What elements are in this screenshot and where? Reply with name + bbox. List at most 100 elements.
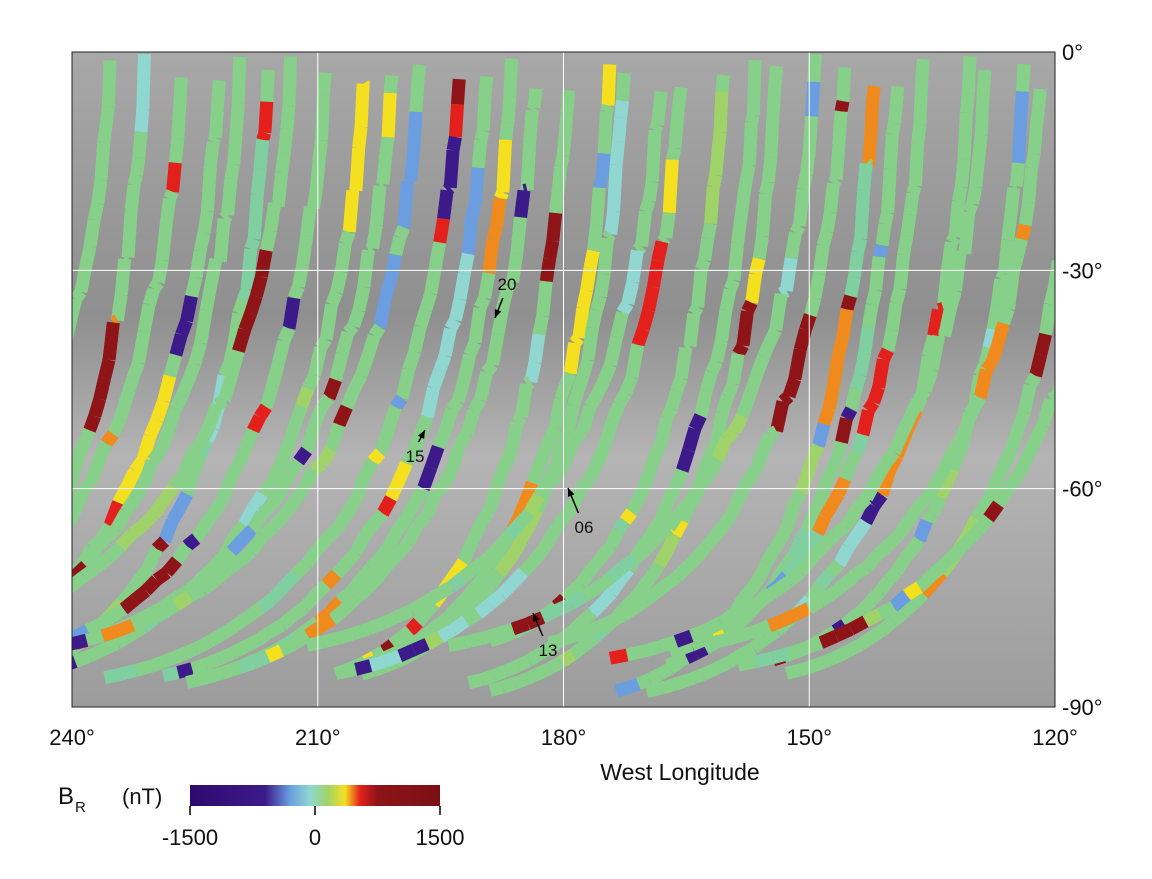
track-segment (424, 265, 442, 295)
track-segment (889, 590, 911, 612)
track-segment (795, 527, 812, 544)
track-segment (237, 525, 258, 545)
track-segment (834, 99, 850, 113)
track-segment (172, 591, 194, 611)
track-segment (376, 495, 397, 517)
track-segment (1024, 372, 1042, 389)
track-segment (1, 626, 14, 635)
track-segment (224, 163, 241, 181)
track-segment (446, 572, 468, 593)
track-segment (29, 416, 37, 439)
track-segment (142, 287, 161, 307)
track-segment (116, 588, 136, 608)
track-segment (849, 373, 867, 391)
track-segment (607, 164, 623, 212)
track-segment (367, 448, 386, 466)
track-segment (224, 556, 244, 575)
track-segment (775, 522, 794, 542)
track-segment (413, 608, 432, 627)
track-segment (3, 461, 12, 480)
track-segment (876, 600, 897, 620)
track-segment (482, 238, 500, 274)
track-segment (495, 459, 513, 477)
track-segment (39, 533, 46, 549)
track-segment (646, 668, 663, 686)
track-segment (151, 259, 169, 284)
track-segment (1022, 167, 1039, 204)
track-segment (797, 660, 815, 677)
track-segment (659, 678, 678, 695)
track-segment (339, 593, 361, 615)
track-segment (36, 552, 46, 563)
track-segment (526, 465, 545, 486)
track-segment (334, 242, 352, 273)
track-segment (900, 213, 917, 237)
track-segment (343, 321, 359, 337)
track-segment (107, 416, 127, 437)
track-segment (978, 490, 998, 511)
track-segment (660, 405, 678, 422)
track-segment (869, 256, 886, 291)
track-segment (405, 617, 423, 636)
track-segment (121, 251, 131, 265)
track-segment (158, 518, 179, 544)
track-segment (457, 353, 477, 382)
track-segment (496, 139, 513, 193)
track-segment (275, 151, 291, 174)
track-segment (600, 103, 615, 114)
track-segment (12, 677, 24, 682)
track-segment (669, 468, 689, 491)
track-segment (719, 618, 737, 636)
track-segment (912, 386, 931, 405)
track-segment (432, 428, 452, 450)
track-segment (807, 442, 825, 460)
track-segment (166, 504, 186, 524)
track-segment (706, 173, 723, 188)
track-segment (188, 341, 208, 366)
track-segment (804, 582, 825, 604)
track-segment (204, 141, 220, 166)
x-tick-label: 180° (541, 725, 587, 750)
track-segment (490, 197, 507, 229)
track-segment (632, 484, 651, 503)
track-segment (147, 447, 166, 466)
track-segment (962, 200, 979, 215)
track-segment (226, 535, 248, 556)
track-segment (361, 333, 381, 358)
track-segment (575, 569, 595, 588)
track-segment (875, 468, 896, 497)
track-segment (465, 203, 482, 217)
track-segment (578, 607, 597, 626)
track-segment (27, 613, 39, 621)
track-segment (395, 604, 415, 623)
track-segment (739, 624, 758, 642)
track-segment (1071, 145, 1074, 160)
track-segment (877, 347, 894, 363)
track-segment (843, 530, 863, 551)
track-segment (383, 649, 402, 668)
track-segment (102, 524, 121, 543)
track-segment (532, 314, 550, 336)
track-segment (672, 562, 692, 582)
track-segment (216, 475, 237, 503)
track-segment (695, 258, 711, 272)
track-segment (477, 580, 497, 599)
track-segment (641, 532, 663, 554)
track-segment (464, 529, 483, 549)
track-segment (725, 629, 744, 646)
track-segment (197, 210, 214, 235)
track-segment (299, 590, 321, 612)
track-segment (614, 99, 630, 119)
track-segment (204, 257, 223, 285)
track-segment (756, 432, 776, 455)
track-segment (749, 633, 770, 654)
track-segment (851, 237, 868, 254)
track-segment (335, 330, 355, 356)
track-segment (373, 295, 392, 329)
track-segment (0, 480, 3, 498)
track-segment (941, 241, 958, 271)
track-segment (481, 360, 498, 377)
track-segment (885, 122, 901, 136)
track-segment (168, 471, 189, 492)
